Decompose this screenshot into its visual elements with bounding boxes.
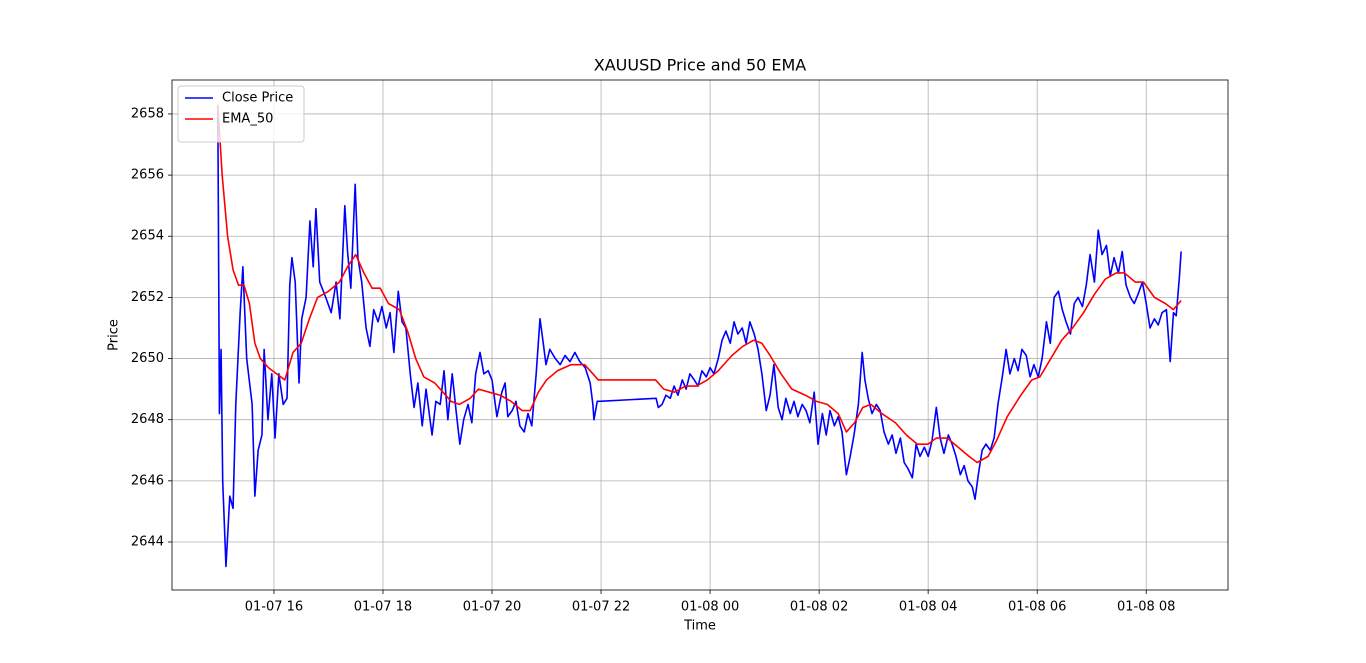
y-tick-label: 2658 (131, 106, 164, 121)
x-tick-label: 01-08 04 (899, 600, 957, 615)
y-tick-label: 2656 (131, 168, 164, 183)
y-tick-label: 2644 (131, 534, 164, 549)
y-tick-label: 2648 (131, 412, 164, 427)
x-axis-label: Time (683, 619, 716, 634)
price-line (216, 104, 1182, 464)
chart-title: XAUUSD Price and 50 EMA (594, 56, 807, 75)
y-tick-label: 2646 (131, 473, 164, 488)
plot-frame (171, 79, 1229, 591)
legend-label: EMA_50 (222, 112, 273, 127)
y-axis-label: Price (107, 319, 122, 351)
x-tick-label: 01-08 06 (1008, 600, 1066, 615)
y-tick-label: 2652 (131, 290, 164, 305)
x-tick-label: 01-08 00 (681, 600, 739, 615)
x-tick-label: 01-07 18 (354, 600, 412, 615)
x-tick-label: 01-08 02 (790, 600, 848, 615)
legend-box (177, 85, 305, 143)
y-tick-label: 2654 (131, 229, 164, 244)
y-tick-label: 2650 (131, 351, 164, 366)
legend-label: Close Price (222, 91, 293, 106)
x-tick-label: 01-07 16 (245, 600, 303, 615)
x-tick-label: 01-08 08 (1117, 600, 1175, 615)
x-tick-label: 01-07 22 (572, 600, 630, 615)
x-tick-label: 01-07 20 (463, 600, 521, 615)
price-line (216, 104, 1182, 568)
